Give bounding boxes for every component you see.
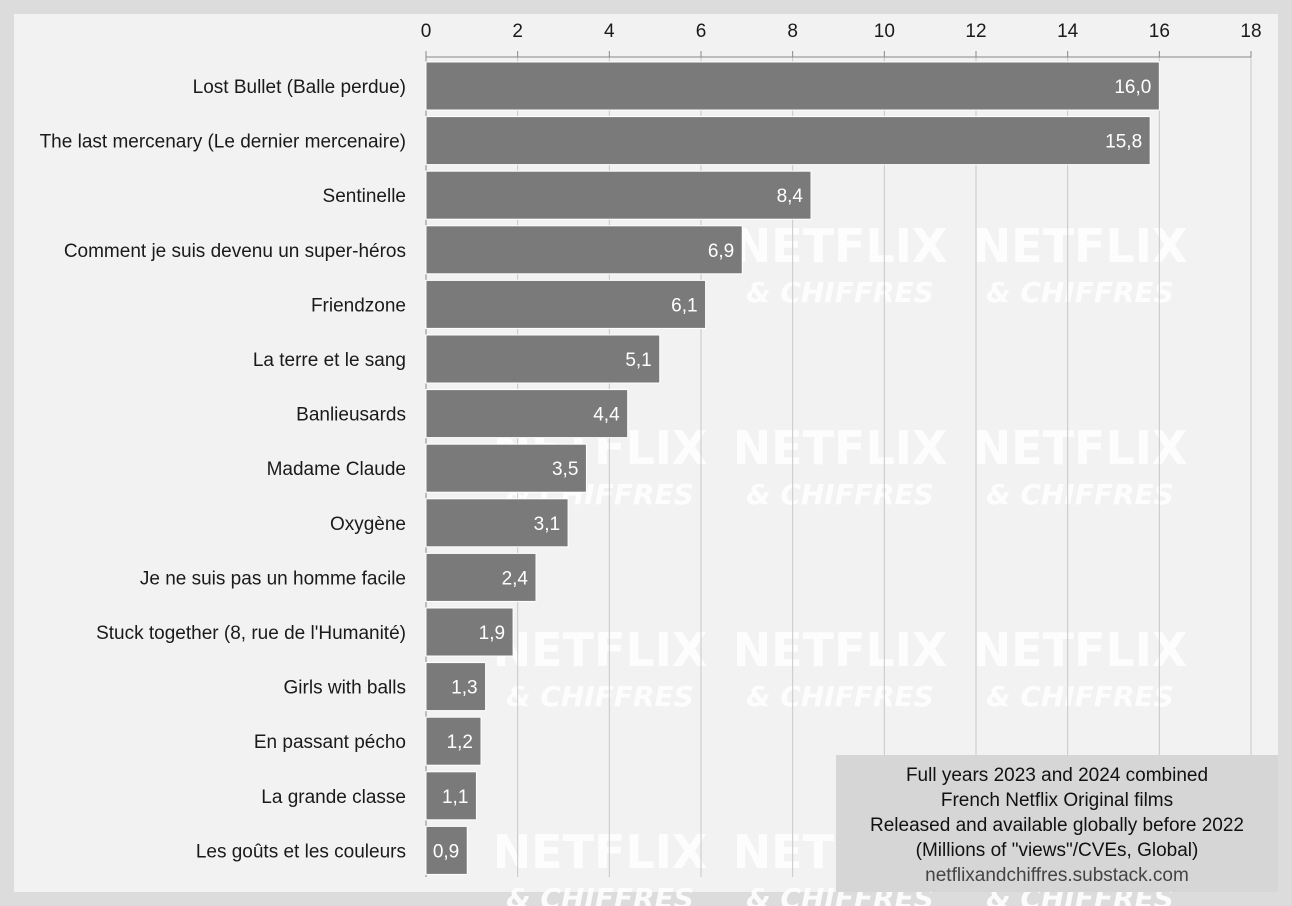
category-label: Banlieusards — [296, 405, 406, 426]
bar-value-label: 8,4 — [777, 186, 804, 207]
watermark-netflix: NETFLIX — [733, 421, 948, 475]
watermark-netflix: NETFLIX — [733, 219, 948, 273]
category-label: Girls with balls — [284, 678, 406, 699]
category-label: Je ne suis pas un homme facile — [140, 568, 406, 589]
bar-value-label: 1,9 — [479, 623, 505, 644]
source-url: netflixandchiffres.substack.com — [925, 865, 1189, 886]
watermark-netflix: NETFLIX — [733, 623, 948, 677]
x-tick-label: 10 — [874, 21, 895, 42]
watermark-chiffres: & CHIFFRES — [506, 882, 694, 906]
watermark-netflix: NETFLIX — [973, 219, 1188, 273]
category-label: La terre et le sang — [253, 350, 406, 371]
bar-value-label: 6,9 — [708, 241, 734, 262]
category-label: Stuck together (8, rue de l'Humanité) — [96, 623, 406, 644]
category-label: La grande classe — [261, 787, 406, 808]
bar-value-label: 1,1 — [442, 787, 468, 808]
chart-note: Full years 2023 and 2024 combined French… — [836, 755, 1278, 892]
bar — [425, 716, 482, 766]
bar — [425, 552, 537, 602]
x-tick-label: 0 — [421, 21, 432, 42]
note-line-2: French Netflix Original films — [940, 790, 1174, 811]
bar-value-label: 3,1 — [534, 514, 560, 535]
watermark-chiffres: & CHIFFRES — [746, 276, 934, 309]
watermark-netflix: NETFLIX — [973, 623, 1188, 677]
category-label: Les goûts et les couleurs — [196, 841, 406, 862]
bar — [425, 279, 707, 329]
bar — [425, 443, 587, 493]
watermark-chiffres: & CHIFFRES — [986, 276, 1174, 309]
watermark-chiffres: & CHIFFRES — [986, 478, 1174, 511]
bar — [425, 607, 514, 657]
x-tick-label: 16 — [1149, 21, 1170, 42]
category-label: The last mercenary (Le dernier mercenair… — [40, 132, 406, 153]
watermark-chiffres: & CHIFFRES — [506, 680, 694, 713]
bar — [425, 170, 812, 220]
watermark-netflix: NETFLIX — [493, 623, 708, 677]
bar — [425, 61, 1160, 111]
bar-value-label: 15,8 — [1105, 132, 1142, 153]
x-tick-label: 2 — [512, 21, 523, 42]
category-label: Friendzone — [311, 295, 406, 316]
bar-value-label: 4,4 — [593, 405, 620, 426]
category-label: Comment je suis devenu un super-héros — [64, 241, 406, 262]
bar — [425, 771, 477, 821]
bar — [425, 498, 569, 548]
category-label: Sentinelle — [323, 186, 406, 207]
watermark-chiffres: & CHIFFRES — [986, 680, 1174, 713]
bar-value-label: 16,0 — [1114, 77, 1151, 98]
bar — [425, 389, 629, 439]
bar — [425, 662, 487, 712]
bar-value-label: 1,2 — [447, 732, 473, 753]
bar — [425, 334, 661, 384]
bar-value-label: 3,5 — [552, 459, 578, 480]
watermark-chiffres: & CHIFFRES — [746, 680, 934, 713]
watermark-netflix: NETFLIX — [973, 421, 1188, 475]
x-tick-label: 14 — [1057, 21, 1079, 42]
bar — [425, 116, 1151, 166]
watermark-chiffres: & CHIFFRES — [746, 478, 934, 511]
category-label: Madame Claude — [267, 459, 406, 480]
note-line-1: Full years 2023 and 2024 combined — [905, 765, 1209, 786]
x-tick-label: 8 — [787, 21, 798, 42]
note-line-3: Released and available globally before 2… — [870, 815, 1244, 836]
bar-value-label: 6,1 — [671, 295, 697, 316]
x-tick-label: 12 — [965, 21, 986, 42]
bar — [425, 225, 743, 275]
x-tick-label: 6 — [696, 21, 707, 42]
bar-value-label: 2,4 — [502, 568, 529, 589]
note-line-4: (Millions of "views"/CVEs, Global) — [915, 840, 1199, 861]
bar-value-label: 5,1 — [625, 350, 651, 371]
category-label: En passant pécho — [254, 732, 406, 753]
x-tick-label: 4 — [604, 21, 615, 42]
bar-value-label: 1,3 — [451, 678, 477, 699]
x-tick-label: 18 — [1240, 21, 1261, 42]
watermark-netflix: NETFLIX — [493, 825, 708, 879]
bar — [425, 825, 468, 875]
bar-value-label: 0,9 — [433, 841, 459, 862]
category-label: Oxygène — [330, 514, 406, 535]
category-label: Lost Bullet (Balle perdue) — [193, 77, 406, 98]
